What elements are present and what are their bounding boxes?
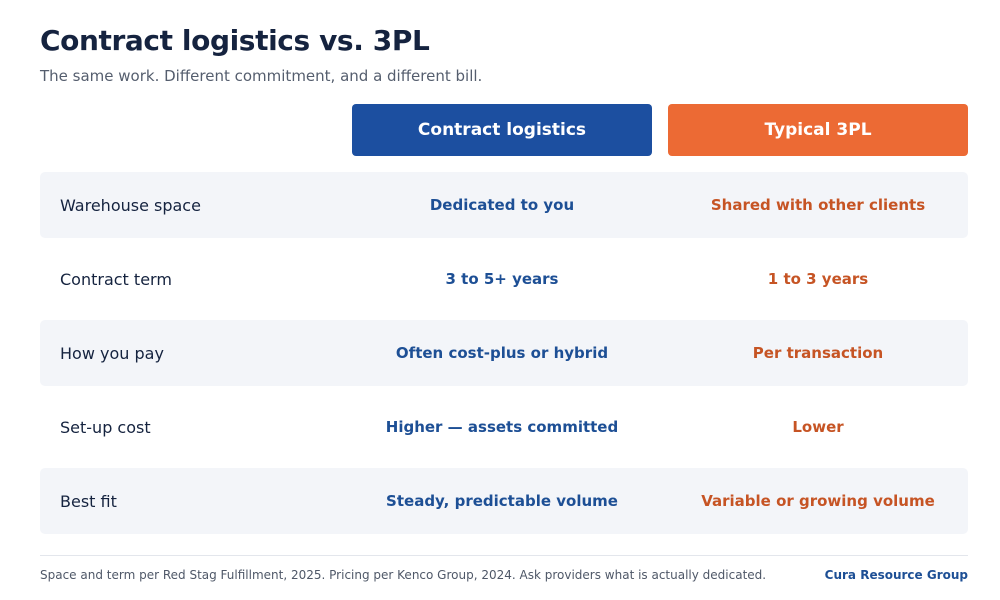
footer-divider: [40, 555, 968, 556]
contract-logistics-value: Higher — assets committed: [385, 418, 619, 436]
typical-3pl-value: Lower: [792, 418, 844, 436]
source-note: Space and term per Red Stag Fulfillment,…: [40, 568, 767, 582]
contract-logistics-value: Often cost-plus or hybrid: [395, 344, 609, 362]
row-label: Set-up cost: [60, 417, 151, 437]
page-subtitle: The same work. Different commitment, and…: [40, 67, 483, 85]
row-label: Contract term: [60, 269, 172, 289]
typical-3pl-value: Per transaction: [752, 344, 884, 362]
comparison-row-contract-term: Contract term 3 to 5+ years 1 to 3 years: [40, 246, 968, 312]
row-label: Best fit: [60, 491, 117, 511]
comparison-row-set-up-cost: Set-up cost Higher — assets committed Lo…: [40, 394, 968, 460]
contract-logistics-value: Dedicated to you: [429, 196, 575, 214]
typical-3pl-value: Shared with other clients: [710, 196, 926, 214]
contract-logistics-value: Steady, predictable volume: [386, 492, 618, 510]
row-label: How you pay: [60, 343, 164, 363]
brand-label: Cura Resource Group: [824, 568, 968, 582]
comparison-row-warehouse-space: Warehouse space Dedicated to you Shared …: [40, 172, 968, 238]
comparison-row-how-you-pay: How you pay Often cost-plus or hybrid Pe…: [40, 320, 968, 386]
comparison-row-best-fit: Best fit Steady, predictable volume Vari…: [40, 468, 968, 534]
typical-3pl-value: Variable or growing volume: [701, 492, 935, 510]
column-header-typical-3pl: Typical 3PL: [668, 104, 968, 156]
typical-3pl-value: 1 to 3 years: [767, 270, 869, 288]
column-header-contract-logistics: Contract logistics: [352, 104, 652, 156]
row-label: Warehouse space: [60, 195, 201, 215]
contract-logistics-value: 3 to 5+ years: [445, 270, 559, 288]
page-title: Contract logistics vs. 3PL: [40, 24, 430, 57]
